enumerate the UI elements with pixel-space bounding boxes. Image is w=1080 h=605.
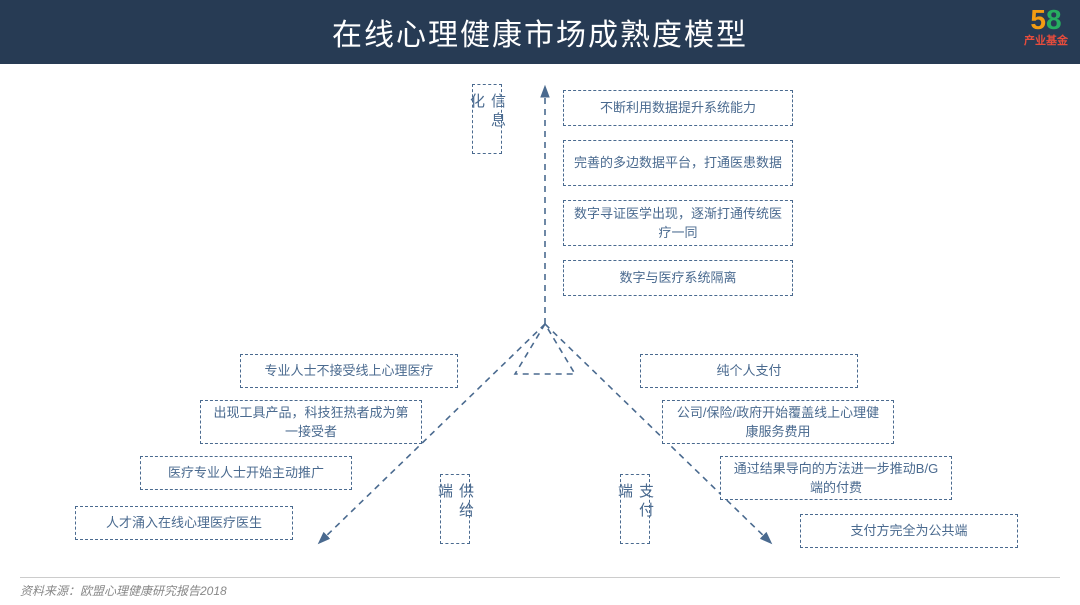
payment-box-1: 公司/保险/政府开始覆盖线上心理健康服务费用 [662,400,894,444]
supply-box-3: 人才涌入在线心理医疗医生 [75,506,293,540]
payment-box-0: 纯个人支付 [640,354,858,388]
page-title: 在线心理健康市场成熟度模型 [332,10,748,54]
source-citation: 资料来源：欧盟心理健康研究报告2018 [20,577,1060,599]
logo-digits: 58 [1030,16,1061,33]
axis-label-left: 供给端 [440,474,470,544]
axis-label-right: 支付端 [620,474,650,544]
payment-box-2: 通过结果导向的方法进一步推动B/G端的付费 [720,456,952,500]
supply-box-0: 专业人士不接受线上心理医疗 [240,354,458,388]
diagram-canvas: 信息化 供给端 支付端 不断利用数据提升系统能力完善的多边数据平台，打通医患数据… [0,64,1080,605]
logo-58: 58 产业基金 [1024,6,1068,47]
axis-label-top: 信息化 [472,84,502,154]
logo-subtitle: 产业基金 [1024,36,1068,47]
title-bar: 在线心理健康市场成熟度模型 58 产业基金 [0,0,1080,64]
info-box-1: 完善的多边数据平台，打通医患数据 [563,140,793,186]
info-box-2: 数字寻证医学出现，逐渐打通传统医疗一同 [563,200,793,246]
supply-box-2: 医疗专业人士开始主动推广 [140,456,352,490]
supply-box-1: 出现工具产品，科技狂热者成为第一接受者 [200,400,422,444]
payment-box-3: 支付方完全为公共端 [800,514,1018,548]
info-box-3: 数字与医疗系统隔离 [563,260,793,296]
info-box-0: 不断利用数据提升系统能力 [563,90,793,126]
